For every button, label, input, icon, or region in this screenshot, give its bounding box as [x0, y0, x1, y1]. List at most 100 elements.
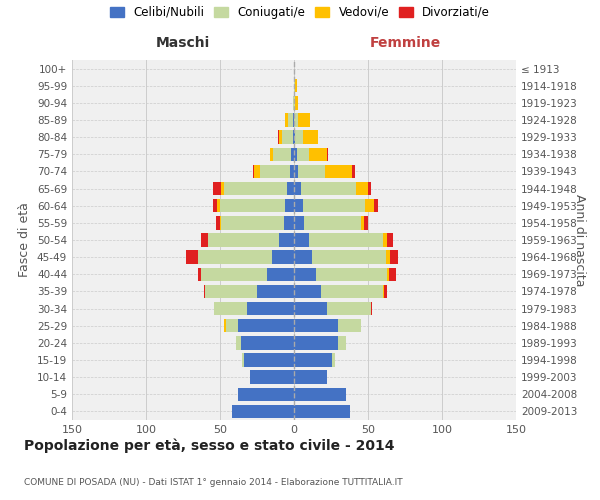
- Bar: [279, 234, 294, 246]
- Bar: [287, 182, 294, 196]
- Bar: [365, 199, 374, 212]
- Bar: [198, 268, 201, 281]
- Y-axis label: Fasce di età: Fasce di età: [19, 202, 31, 278]
- Bar: [294, 284, 320, 298]
- Bar: [297, 148, 309, 161]
- Bar: [320, 284, 383, 298]
- Text: Femmine: Femmine: [370, 36, 440, 50]
- Bar: [374, 199, 379, 212]
- Bar: [352, 164, 355, 178]
- Bar: [298, 164, 325, 178]
- Bar: [389, 268, 396, 281]
- Bar: [294, 216, 304, 230]
- Bar: [326, 148, 328, 161]
- Bar: [293, 130, 294, 144]
- Bar: [316, 268, 387, 281]
- Bar: [295, 96, 298, 110]
- Bar: [294, 148, 297, 161]
- Bar: [371, 302, 373, 316]
- Bar: [387, 268, 389, 281]
- Bar: [241, 336, 294, 349]
- Bar: [288, 114, 293, 126]
- Y-axis label: Anni di nascita: Anni di nascita: [573, 194, 586, 286]
- Bar: [247, 302, 294, 316]
- Bar: [294, 319, 338, 332]
- Bar: [325, 164, 352, 178]
- Bar: [220, 216, 221, 230]
- Bar: [198, 250, 272, 264]
- Text: Popolazione per età, sesso e stato civile - 2014: Popolazione per età, sesso e stato civil…: [24, 438, 395, 453]
- Bar: [294, 79, 295, 92]
- Bar: [236, 336, 241, 349]
- Bar: [387, 234, 393, 246]
- Bar: [326, 302, 371, 316]
- Bar: [294, 250, 312, 264]
- Bar: [361, 216, 364, 230]
- Bar: [368, 182, 371, 196]
- Bar: [250, 370, 294, 384]
- Bar: [294, 164, 298, 178]
- Bar: [201, 234, 208, 246]
- Bar: [282, 130, 293, 144]
- Bar: [244, 354, 294, 366]
- Bar: [204, 284, 205, 298]
- Bar: [293, 114, 294, 126]
- Bar: [294, 234, 309, 246]
- Bar: [309, 148, 326, 161]
- Bar: [260, 164, 290, 178]
- Bar: [386, 250, 390, 264]
- Bar: [390, 250, 398, 264]
- Bar: [295, 130, 303, 144]
- Bar: [221, 182, 224, 196]
- Text: COMUNE DI POSADA (NU) - Dati ISTAT 1° gennaio 2014 - Elaborazione TUTTITALIA.IT: COMUNE DI POSADA (NU) - Dati ISTAT 1° ge…: [24, 478, 403, 487]
- Bar: [212, 182, 221, 196]
- Bar: [215, 216, 220, 230]
- Bar: [212, 199, 217, 212]
- Bar: [364, 216, 368, 230]
- Bar: [224, 182, 287, 196]
- Bar: [214, 302, 247, 316]
- Bar: [272, 250, 294, 264]
- Bar: [294, 336, 338, 349]
- Bar: [257, 284, 294, 298]
- Bar: [294, 199, 303, 212]
- Bar: [294, 370, 326, 384]
- Bar: [271, 148, 273, 161]
- Bar: [295, 79, 297, 92]
- Bar: [253, 164, 254, 178]
- Bar: [273, 148, 291, 161]
- Bar: [298, 114, 310, 126]
- Bar: [217, 199, 220, 212]
- Bar: [312, 250, 386, 264]
- Bar: [232, 404, 294, 418]
- Bar: [238, 388, 294, 401]
- Bar: [338, 319, 361, 332]
- Bar: [338, 336, 346, 349]
- Bar: [294, 130, 295, 144]
- Bar: [226, 319, 238, 332]
- Bar: [332, 354, 335, 366]
- Bar: [304, 216, 361, 230]
- Bar: [208, 234, 279, 246]
- Text: Maschi: Maschi: [156, 36, 210, 50]
- Bar: [186, 250, 198, 264]
- Bar: [309, 234, 383, 246]
- Bar: [384, 284, 387, 298]
- Bar: [285, 114, 288, 126]
- Bar: [284, 216, 294, 230]
- Bar: [221, 216, 284, 230]
- Bar: [294, 96, 295, 110]
- Bar: [356, 182, 368, 196]
- Bar: [383, 284, 384, 298]
- Bar: [205, 284, 257, 298]
- Bar: [383, 234, 387, 246]
- Bar: [268, 268, 294, 281]
- Bar: [291, 148, 294, 161]
- Bar: [293, 96, 294, 110]
- Bar: [294, 268, 316, 281]
- Bar: [303, 130, 317, 144]
- Bar: [294, 182, 301, 196]
- Bar: [294, 114, 298, 126]
- Bar: [294, 354, 332, 366]
- Bar: [294, 404, 350, 418]
